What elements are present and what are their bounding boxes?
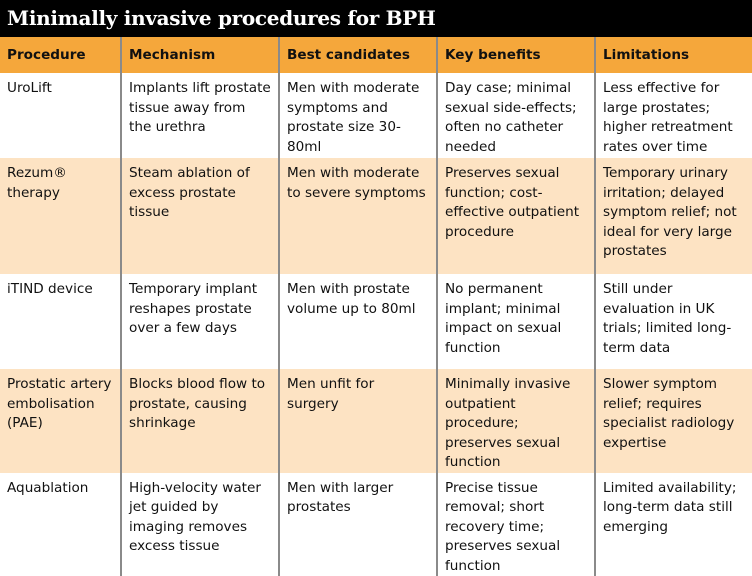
cell-mechanism: Implants lift prostate tissue away from … [121, 73, 279, 158]
column-header-key-benefits: Key benefits [437, 37, 595, 73]
cell-limitations: Temporary urinary irritation; delayed sy… [595, 158, 752, 274]
cell-limitations: Still under evaluation in UK trials; lim… [595, 274, 752, 369]
cell-procedure: Prostatic artery embolisation (PAE) [0, 369, 121, 473]
column-header-mechanism: Mechanism [121, 37, 279, 73]
column-header-procedure: Procedure [0, 37, 121, 73]
cell-procedure: Aquablation [0, 473, 121, 576]
cell-best-candidates: Men with moderate to severe symptoms [279, 158, 437, 274]
cell-best-candidates: Men with moderate symptoms and prostate … [279, 73, 437, 158]
cell-best-candidates: Men unfit for surgery [279, 369, 437, 473]
cell-key-benefits: Minimally invasive outpatient procedure;… [437, 369, 595, 473]
cell-mechanism: Steam ablation of excess prostate tissue [121, 158, 279, 274]
cell-mechanism: Temporary implant reshapes prostate over… [121, 274, 279, 369]
cell-procedure: Rezum® therapy [0, 158, 121, 274]
cell-best-candidates: Men with larger prostates [279, 473, 437, 576]
cell-limitations: Less effective for large prostates; high… [595, 73, 752, 158]
table-title: Minimally invasive procedures for BPH [0, 0, 752, 37]
cell-key-benefits: Precise tissue removal; short recovery t… [437, 473, 595, 576]
cell-procedure: UroLift [0, 73, 121, 158]
column-header-limitations: Limitations [595, 37, 752, 73]
column-header-best-candidates: Best candidates [279, 37, 437, 73]
cell-procedure: iTIND device [0, 274, 121, 369]
cell-key-benefits: Preserves sexual function; cost-effectiv… [437, 158, 595, 274]
cell-mechanism: Blocks blood flow to prostate, causing s… [121, 369, 279, 473]
cell-key-benefits: No permanent implant; minimal impact on … [437, 274, 595, 369]
cell-mechanism: High-velocity water jet guided by imagin… [121, 473, 279, 576]
cell-best-candidates: Men with prostate volume up to 80ml [279, 274, 437, 369]
cell-limitations: Slower symptom relief; requires speciali… [595, 369, 752, 473]
cell-limitations: Limited availability; long-term data sti… [595, 473, 752, 576]
table-row: Prostatic artery embolisation (PAE)Block… [0, 369, 752, 473]
cell-key-benefits: Day case; minimal sexual side-effects; o… [437, 73, 595, 158]
